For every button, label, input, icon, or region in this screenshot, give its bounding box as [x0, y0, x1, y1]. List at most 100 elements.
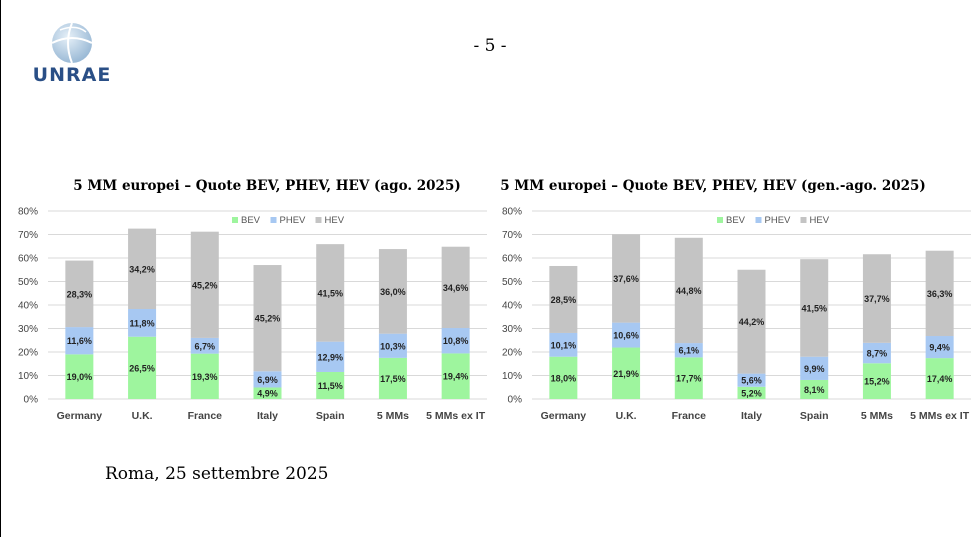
bar-segment-phev [737, 373, 766, 387]
y-tick-label: 0% [24, 395, 39, 406]
x-category-label: Spain [800, 410, 829, 422]
y-tick-label: 60% [18, 254, 38, 265]
x-category-label: 5 MMs ex IT [426, 410, 486, 422]
x-category-label: Italy [741, 410, 762, 422]
bar-segment-phev [316, 341, 345, 372]
y-tick-label: 80% [18, 207, 38, 218]
x-category-label: Spain [316, 410, 345, 422]
legend-label-bev: BEV [241, 215, 261, 226]
bar-segment-phev [612, 322, 641, 348]
legend-label-phev: PHEV [765, 215, 792, 226]
data-label-phev: 11,6% [67, 336, 92, 346]
data-label-bev: 19,3% [192, 372, 218, 382]
legend-swatch-phev [755, 217, 762, 223]
y-tick-label: 80% [502, 207, 522, 218]
data-label-hev: 37,7% [864, 294, 890, 304]
bar-segment-bev [441, 353, 470, 399]
data-label-bev: 17,5% [380, 374, 406, 384]
data-label-phev: 9,4% [929, 343, 950, 353]
data-label-hev: 36,0% [380, 287, 406, 297]
data-label-bev: 21,9% [613, 369, 639, 379]
bar-segment-bev [253, 387, 282, 399]
data-label-bev: 19,0% [67, 372, 93, 382]
y-tick-label: 10% [502, 371, 522, 382]
bar-segment-bev [674, 357, 703, 399]
logo-text: UNRAE [32, 64, 112, 86]
footer-date: Roma, 25 settembre 2025 [105, 464, 329, 484]
x-category-label: Germany [57, 410, 103, 422]
data-label-hev: 28,3% [67, 289, 93, 299]
y-tick-label: 20% [18, 348, 38, 359]
bar-segment-bev [800, 379, 829, 399]
y-tick-label: 40% [18, 301, 38, 312]
bar-segment-hev [674, 237, 703, 344]
bar-segment-hev [316, 244, 345, 342]
bar-segment-hev [253, 265, 282, 372]
bar-segment-phev [800, 356, 829, 380]
data-label-bev: 18,0% [551, 373, 577, 383]
bar-segment-hev [549, 265, 578, 333]
bar-segment-hev [378, 249, 407, 334]
y-tick-label: 40% [502, 301, 522, 312]
bar-segment-phev [190, 337, 219, 354]
data-label-bev: 11,5% [318, 381, 343, 391]
legend-swatch-bev [717, 217, 723, 223]
x-category-label: 5 MMs ex IT [910, 410, 970, 422]
bar-segment-bev [378, 357, 407, 399]
x-category-label: U.K. [616, 410, 637, 422]
chart-title-left: 5 MM europei – Quote BEV, PHEV, HEV (ago… [73, 178, 461, 194]
bar-segment-hev [190, 231, 219, 338]
bar-segment-phev [549, 332, 578, 357]
page-left-border [0, 0, 1, 537]
data-label-phev: 6,7% [195, 341, 216, 351]
legend-swatch-bev [232, 217, 238, 223]
bar-segment-bev [862, 363, 891, 399]
y-tick-label: 60% [502, 254, 522, 265]
data-label-phev: 9,9% [804, 364, 825, 374]
bar-segment-phev [862, 342, 891, 364]
legend-label-hev: HEV [325, 215, 345, 226]
bar-segment-hev [441, 246, 470, 329]
y-tick-label: 50% [18, 277, 38, 288]
y-tick-label: 70% [502, 230, 522, 241]
data-label-bev: 17,4% [927, 374, 953, 384]
data-label-phev: 10,1% [551, 340, 577, 350]
y-tick-label: 0% [508, 395, 523, 406]
bar-segment-bev [737, 386, 766, 399]
chart-title-right: 5 MM europei – Quote BEV, PHEV, HEV (gen… [500, 178, 926, 194]
legend-label-phev: PHEV [280, 215, 307, 226]
x-category-label: 5 MMs [377, 410, 409, 422]
bar-segment-bev [65, 354, 94, 399]
bar-segment-bev [190, 353, 219, 399]
page-number: - 5 - [473, 36, 507, 56]
data-label-phev: 8,7% [867, 349, 888, 359]
legend-label-bev: BEV [726, 215, 746, 226]
data-label-hev: 45,2% [192, 280, 218, 290]
data-label-bev: 19,4% [443, 372, 469, 382]
data-label-phev: 6,1% [679, 346, 700, 356]
y-tick-label: 50% [502, 277, 522, 288]
bar-segment-bev [612, 347, 641, 399]
x-category-label: Italy [257, 410, 278, 422]
y-tick-label: 70% [18, 230, 38, 241]
data-label-phev: 10,6% [613, 331, 639, 341]
x-category-label: France [188, 410, 223, 422]
bar-segment-phev [128, 308, 157, 337]
data-label-hev: 44,8% [676, 286, 702, 296]
bar-segment-phev [378, 333, 407, 358]
data-label-hev: 41,5% [317, 288, 343, 298]
legend-swatch-phev [270, 217, 277, 223]
data-label-hev: 28,5% [551, 295, 577, 305]
y-tick-label: 10% [18, 371, 38, 382]
y-tick-label: 30% [18, 324, 38, 335]
data-label-hev: 34,2% [129, 264, 155, 274]
data-label-phev: 12,9% [317, 352, 343, 362]
data-label-phev: 10,3% [380, 341, 406, 351]
unrae-logo: UNRAE [32, 18, 112, 90]
data-label-bev: 17,7% [676, 374, 702, 384]
data-label-hev: 41,5% [801, 303, 827, 313]
bar-segment-phev [253, 371, 282, 388]
data-label-bev: 5,2% [741, 388, 762, 398]
data-label-phev: 5,6% [741, 376, 762, 386]
x-category-label: 5 MMs [861, 410, 893, 422]
